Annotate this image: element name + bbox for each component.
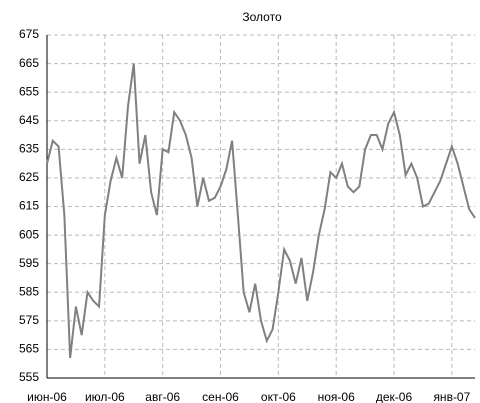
y-tick-label: 565 (19, 342, 39, 356)
y-tick-label: 595 (19, 256, 39, 270)
x-tick-label: сен-06 (202, 390, 239, 403)
y-tick-label: 675 (19, 27, 39, 41)
x-tick-label: июн-06 (27, 390, 67, 403)
chart-title: Золото (242, 10, 282, 24)
x-tick-label: окт-06 (261, 390, 296, 403)
x-tick-label: ноя-06 (318, 390, 355, 403)
x-tick-label: авг-06 (145, 390, 180, 403)
x-tick-label: янв-07 (433, 390, 470, 403)
y-tick-label: 665 (19, 56, 39, 70)
y-tick-label: 615 (19, 199, 39, 213)
y-tick-label: 555 (19, 370, 39, 384)
y-tick-label: 655 (19, 84, 39, 98)
y-tick-label: 645 (19, 113, 39, 127)
x-tick-label: дек-06 (376, 390, 413, 403)
x-tick-label: июл-06 (85, 390, 125, 403)
y-tick-label: 625 (19, 170, 39, 184)
y-tick-label: 605 (19, 227, 39, 241)
line (46, 63, 476, 359)
y-tick-label: 585 (19, 284, 39, 298)
y-tick-label: 575 (19, 313, 39, 327)
y-tick-label: 635 (19, 142, 39, 156)
